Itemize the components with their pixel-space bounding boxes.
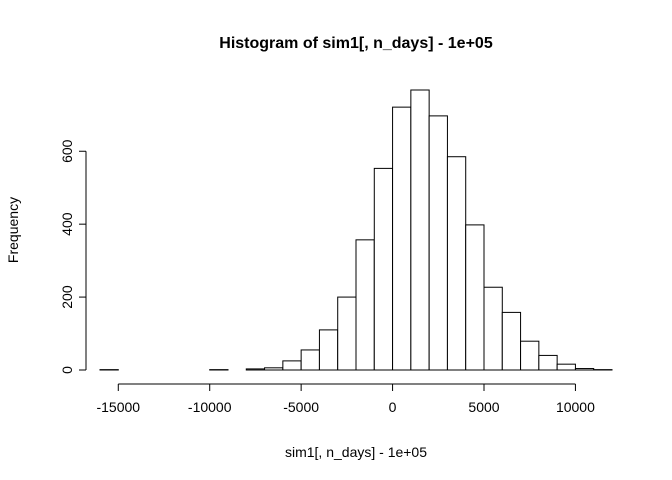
y-tick-label: 600 — [59, 139, 75, 163]
histogram-bar — [355, 239, 375, 371]
x-axis: -15000 -10000 -5000 0 5000 10000 — [96, 383, 595, 415]
histogram-bar — [410, 89, 430, 371]
x-tick-label: 0 — [389, 399, 397, 415]
x-tick-label: 10000 — [556, 399, 595, 415]
histogram-bar — [520, 340, 540, 371]
y-tick-label: 0 — [59, 366, 75, 374]
histogram-bar — [282, 360, 302, 371]
y-axis-label: Frequency — [5, 197, 21, 263]
x-tick-label: -5000 — [283, 399, 319, 415]
x-tick-label: -15000 — [96, 399, 140, 415]
histogram-bar — [392, 106, 412, 371]
y-axis: 0 200 400 600 — [59, 139, 87, 374]
histogram-bar — [483, 286, 503, 371]
histogram-bar — [501, 311, 522, 371]
x-axis-label: sim1[, n_days] - 1e+05 — [285, 444, 427, 460]
histogram-bar — [574, 368, 595, 371]
y-tick-label: 400 — [59, 212, 75, 236]
histogram-bar — [264, 367, 284, 371]
histogram-bar — [446, 156, 467, 371]
histogram-bar — [538, 354, 558, 371]
histogram-bar — [465, 224, 485, 371]
x-tick-label: -10000 — [188, 399, 232, 415]
histogram-bars — [99, 89, 613, 371]
histogram-bar — [318, 329, 339, 371]
x-tick-label: 5000 — [468, 399, 499, 415]
histogram-bar — [428, 115, 448, 371]
histogram-bar — [300, 349, 320, 371]
y-tick-label: 200 — [59, 285, 75, 309]
histogram-bar — [373, 167, 394, 371]
histogram-bar — [556, 363, 576, 371]
histogram-bar — [337, 296, 357, 371]
histogram-bar — [245, 368, 266, 371]
chart-title: Histogram of sim1[, n_days] - 1e+05 — [219, 35, 493, 52]
